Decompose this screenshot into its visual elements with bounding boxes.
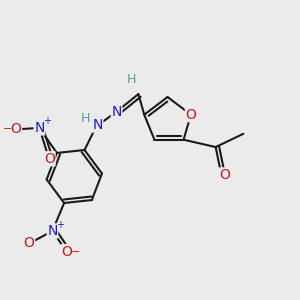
Text: O: O xyxy=(219,168,230,182)
Text: H: H xyxy=(80,112,90,125)
Text: −: − xyxy=(3,124,13,134)
Text: O: O xyxy=(61,244,73,259)
Text: N: N xyxy=(34,121,44,135)
Text: −: − xyxy=(71,247,80,256)
Text: N: N xyxy=(47,224,58,238)
Text: O: O xyxy=(24,236,34,250)
Text: H: H xyxy=(126,74,136,86)
Text: +: + xyxy=(56,220,64,230)
Text: O: O xyxy=(44,152,55,166)
Text: N: N xyxy=(92,118,103,132)
Text: +: + xyxy=(43,116,51,126)
Text: O: O xyxy=(11,122,22,136)
Text: N: N xyxy=(111,105,122,119)
Text: O: O xyxy=(185,108,196,122)
